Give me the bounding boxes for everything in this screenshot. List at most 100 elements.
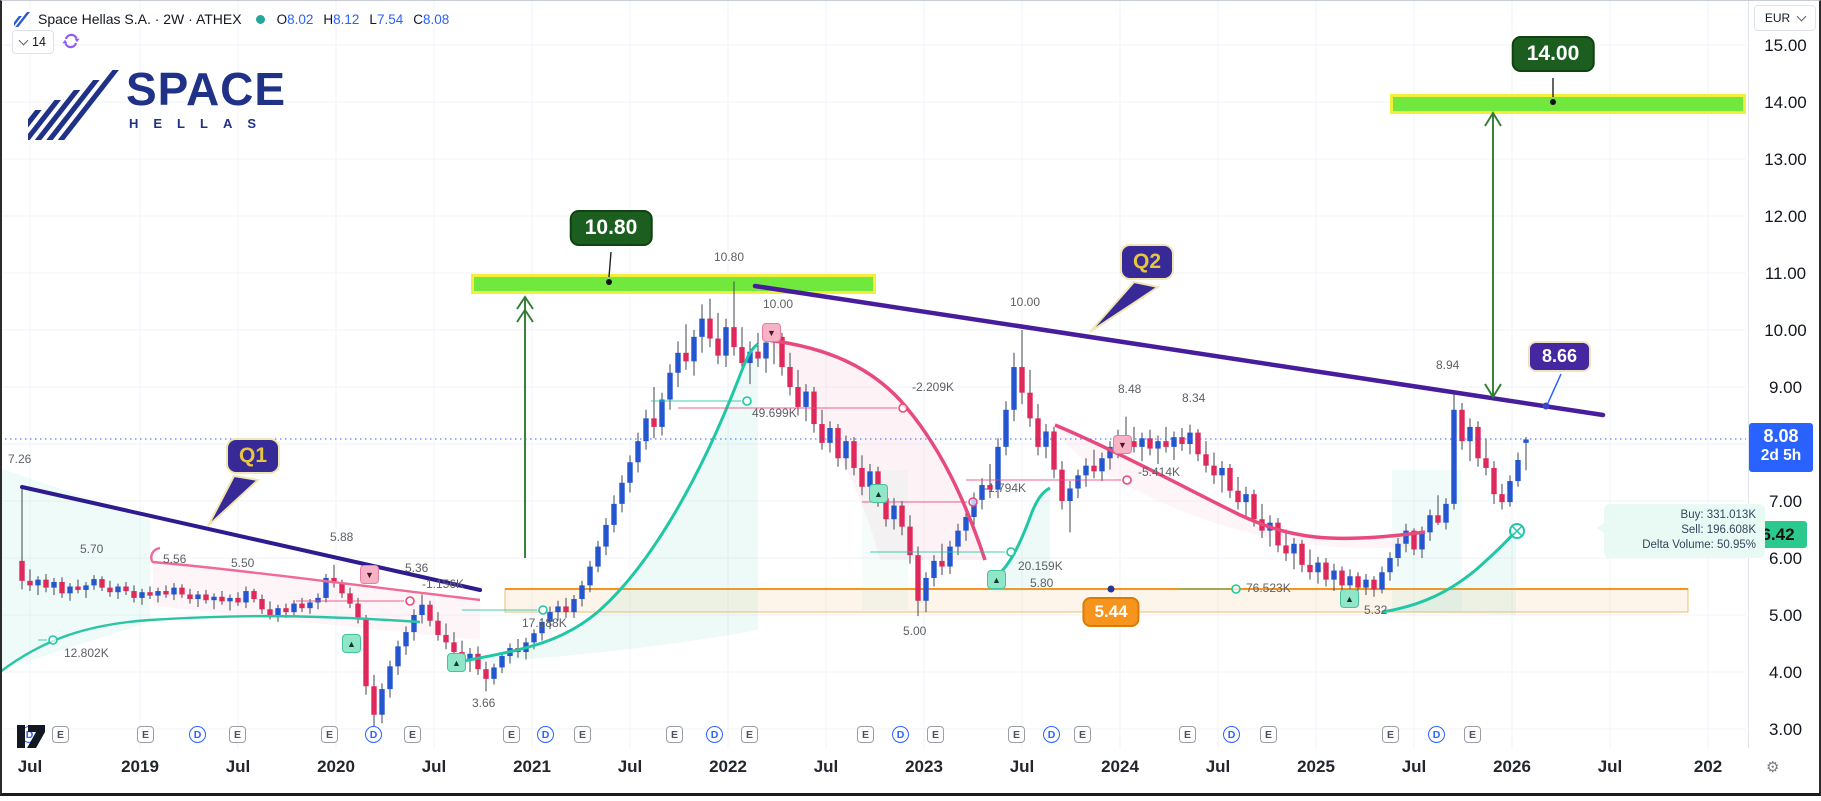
time-axis-label: 2026 xyxy=(1493,757,1531,776)
ribbon-curves xyxy=(0,338,1516,673)
trade-volume-label: -2.209K xyxy=(912,380,955,394)
price-annotation: 10.80 xyxy=(714,250,745,264)
price-annotation: 5.50 xyxy=(231,556,255,570)
earnings-badge[interactable]: E xyxy=(1074,726,1091,743)
price-annotation: 10.00 xyxy=(763,297,794,311)
dividend-badge[interactable]: D xyxy=(365,726,382,743)
symbol-logo-icon xyxy=(14,12,30,27)
price-annotation: 5.88 xyxy=(330,530,354,544)
dividend-badge[interactable]: D xyxy=(189,726,206,743)
callout-q1[interactable]: Q1 xyxy=(226,438,281,474)
last-price-badge[interactable]: 8.08 2d 5h xyxy=(1749,423,1813,472)
earnings-badge[interactable]: E xyxy=(52,726,69,743)
price-annotation: 8.94 xyxy=(1436,358,1460,372)
dividend-badge[interactable]: D xyxy=(537,726,554,743)
time-axis-label: 2021 xyxy=(513,757,551,776)
sync-icon[interactable] xyxy=(62,32,80,55)
buy-signal-marker: ▲ xyxy=(869,484,888,503)
indicator-length-button[interactable]: 14 xyxy=(12,30,54,54)
tradingview-logo-icon[interactable] xyxy=(15,721,51,756)
time-axis-label: 2019 xyxy=(121,757,159,776)
callout-q2[interactable]: Q2 xyxy=(1120,244,1175,280)
earnings-badge[interactable]: E xyxy=(1179,726,1196,743)
dividend-badge[interactable]: D xyxy=(1428,726,1445,743)
trade-volume-label: -1.156K xyxy=(422,577,465,591)
price-tick: 4.00 xyxy=(1768,663,1803,682)
price-annotation: 5.80 xyxy=(1030,576,1054,590)
price-target-label-1080[interactable]: 10.80 xyxy=(569,210,653,246)
trade-volume-label: -5.414K xyxy=(1138,465,1181,479)
earnings-badge[interactable]: E xyxy=(404,726,421,743)
time-axis-label: Jul xyxy=(17,757,43,776)
trade-volume-label: -1.794K xyxy=(984,481,1027,495)
projection-arrows xyxy=(516,111,1502,558)
earnings-badge[interactable]: E xyxy=(1008,726,1025,743)
time-axis-label: Jul xyxy=(1597,757,1623,776)
ohlc-values: O8.02 H8.12 L7.54 C8.08 xyxy=(277,12,450,27)
trade-volume-label: 76.523K xyxy=(1246,581,1291,595)
price-target-label-1400[interactable]: 14.00 xyxy=(1511,36,1595,72)
price-annotation: 3.66 xyxy=(472,696,496,710)
sell-signal-marker: ▼ xyxy=(1113,435,1132,454)
time-axis-label: 2023 xyxy=(905,757,943,776)
ohlc-value: 8.08 xyxy=(422,11,450,27)
resistance-band-1400[interactable] xyxy=(1390,94,1746,114)
price-annotation: 5.56 xyxy=(163,552,187,566)
price-tick: 5.00 xyxy=(1768,606,1803,625)
price-scale[interactable]: 15.0014.0013.0012.0011.0010.009.008.007.… xyxy=(1748,0,1821,748)
earnings-badge[interactable]: E xyxy=(927,726,944,743)
resistance-band-1080[interactable] xyxy=(471,274,876,294)
buy-signal-marker: ▲ xyxy=(987,570,1006,589)
time-axis-label: 2025 xyxy=(1297,757,1335,776)
earnings-badge[interactable]: E xyxy=(574,726,591,743)
earnings-badge[interactable]: E xyxy=(137,726,154,743)
tooltip-buy: Buy: 331.013K xyxy=(1680,509,1756,521)
time-axis-label: Jul xyxy=(421,757,447,776)
trendlines[interactable] xyxy=(20,283,1606,592)
earnings-badge[interactable]: E xyxy=(503,726,520,743)
last-price-value: 8.08 xyxy=(1763,426,1799,446)
time-axis-label: 2020 xyxy=(317,757,355,776)
time-axis-label: Jul xyxy=(1009,757,1035,776)
label-anchors xyxy=(606,78,1562,593)
chevron-down-icon xyxy=(1796,11,1807,22)
price-annotation: 7.26 xyxy=(8,452,32,466)
time-axis-label: 2022 xyxy=(709,757,747,776)
earnings-badge[interactable]: E xyxy=(1260,726,1277,743)
earnings-badge[interactable]: E xyxy=(857,726,874,743)
earnings-badge[interactable]: E xyxy=(1382,726,1399,743)
ohlc-key: C xyxy=(413,11,423,27)
earnings-badge[interactable]: E xyxy=(666,726,683,743)
trade-volume-label: 12.802K xyxy=(64,646,109,660)
earnings-badge[interactable]: E xyxy=(321,726,338,743)
dividend-badge[interactable]: D xyxy=(1223,726,1240,743)
price-annotation: 5.36 xyxy=(405,561,429,575)
earnings-badge[interactable]: E xyxy=(229,726,246,743)
ohlc-key: L xyxy=(369,11,377,27)
earnings-badge[interactable]: E xyxy=(1464,726,1481,743)
currency-button[interactable]: EUR xyxy=(1754,5,1816,31)
time-axis[interactable]: Jul 2019 Jul 2020 Jul 2021 Jul 2022 Jul 2023 Jul 20… xyxy=(0,749,1821,796)
price-tick: 15.00 xyxy=(1764,36,1807,55)
time-axis-label: Jul xyxy=(813,757,839,776)
indicator-length-value: 14 xyxy=(32,35,46,49)
sell-signal-marker: ▼ xyxy=(360,565,379,584)
dividend-badge[interactable]: D xyxy=(892,726,909,743)
trade-volume-label: 17.188K xyxy=(522,616,567,630)
trade-volume-label: 20.159K xyxy=(1018,559,1063,573)
price-tick: 6.00 xyxy=(1768,549,1803,568)
tooltip-delta: Delta Volume: 50.95% xyxy=(1642,538,1756,551)
gear-icon[interactable]: ⚙ xyxy=(1766,759,1780,776)
price-annotation: 8.34 xyxy=(1182,391,1206,405)
symbol-title[interactable]: Space Hellas S.A. · 2W · ATHEX xyxy=(38,11,242,27)
buy-signal-marker: ▲ xyxy=(447,653,466,672)
earnings-badge[interactable]: E xyxy=(741,726,758,743)
support-label-544[interactable]: 5.44 xyxy=(1082,597,1140,627)
dividend-badge[interactable]: D xyxy=(706,726,723,743)
price-tick: 7.00 xyxy=(1768,492,1803,511)
price-annotation: 10.00 xyxy=(1010,295,1041,309)
dividend-badge[interactable]: D xyxy=(1043,726,1060,743)
buy-signal-marker: ▲ xyxy=(342,634,361,653)
buy-signal-marker: ▲ xyxy=(1340,589,1359,608)
trend-price-label-866[interactable]: 8.66 xyxy=(1528,341,1592,372)
